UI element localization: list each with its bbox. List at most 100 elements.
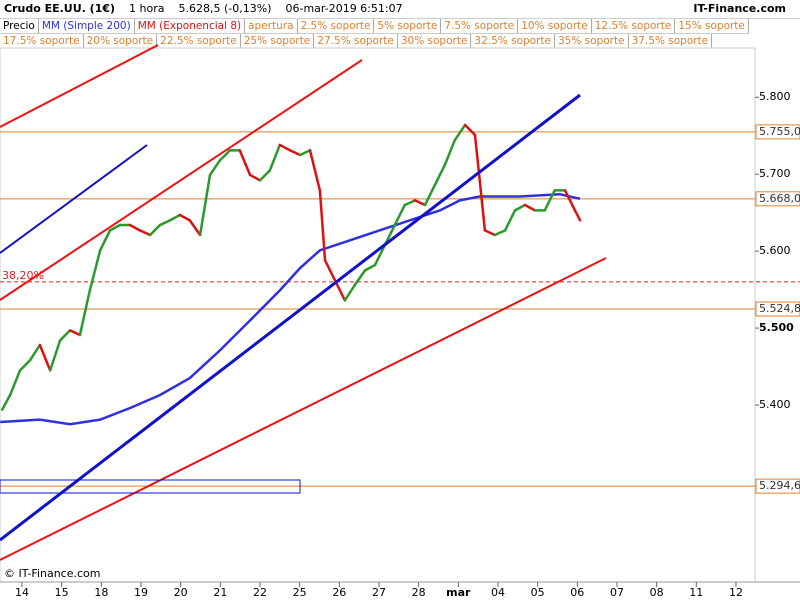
series-segment (148, 223, 162, 237)
level-box (755, 301, 800, 317)
series-segment (108, 223, 122, 232)
series-segment (48, 339, 62, 372)
legend-entry: 35% soporte (555, 34, 629, 48)
series-segment (38, 343, 52, 372)
series-segment (0, 393, 12, 411)
series-segment (423, 183, 437, 207)
x-tick-label: 22 (253, 586, 267, 599)
series-line (0, 192, 581, 426)
series-segment (68, 329, 82, 337)
series-segment (98, 229, 112, 252)
legend-entry: 20% soporte (84, 34, 158, 48)
x-tick-label: 26 (332, 586, 346, 599)
legend-entry: Precio (0, 19, 39, 34)
last-price: 5.628,5 (-0,13%) (178, 2, 272, 15)
x-tick-label: mar (446, 586, 471, 599)
series-segment (158, 219, 172, 227)
legend-entry: 5% soporte (374, 19, 442, 34)
x-tick-label: 20 (174, 586, 188, 599)
series-segment (443, 139, 456, 167)
series-segment (298, 149, 312, 157)
y-tick-label: 5.600 (759, 244, 791, 257)
trend-line (0, 257, 607, 561)
level-box (755, 191, 800, 207)
series-segment (373, 243, 387, 267)
legend-entry: 22.5% soporte (157, 34, 241, 48)
x-tick-label: 06 (570, 586, 584, 599)
legend-entry: 15% soporte (675, 19, 749, 34)
zone-box (0, 479, 301, 494)
legend-entry: MM (Simple 200) (38, 19, 135, 34)
series-segment (543, 189, 556, 212)
legend-entry: 30% soporte (398, 34, 472, 48)
series-segment (58, 329, 72, 342)
legend-entry: 32.5% soporte (471, 34, 555, 48)
plot-area (0, 47, 756, 583)
series-segment (513, 203, 527, 212)
series-segment (8, 369, 22, 397)
period: 1 hora (129, 2, 165, 15)
series-segment (463, 123, 477, 137)
series-segment (323, 259, 337, 282)
legend-entry: 10% soporte (518, 19, 592, 34)
level-box (755, 478, 800, 494)
series-segment (168, 213, 182, 222)
series-segment (453, 123, 467, 142)
x-tick-label: 28 (412, 586, 426, 599)
x-tick-label: 21 (213, 586, 227, 599)
level-label: 5.668,0 (759, 192, 800, 205)
series-segment (18, 359, 32, 372)
series-segment (308, 149, 322, 192)
y-tick-label: 5.800 (759, 90, 791, 103)
x-tick-label: 11 (689, 586, 703, 599)
legend-entry: 37.5% soporte (629, 34, 713, 48)
series-segment (288, 149, 302, 157)
x-tick-label: 07 (610, 586, 624, 599)
header: Crudo EE.UU. (1€) 1 hora 5.628,5 (-0,13%) 0… (0, 0, 800, 19)
series-segment (363, 263, 377, 272)
x-tick-label: 27 (372, 586, 386, 599)
level-box (755, 124, 800, 140)
series-segment (198, 173, 212, 237)
x-tick-label: 25 (293, 586, 307, 599)
series-segment (353, 269, 367, 287)
series-segment (483, 229, 497, 237)
series-segment (78, 289, 92, 337)
series-segment (138, 229, 152, 237)
series-segment (188, 219, 202, 237)
legend-entry: 27.5% soporte (314, 34, 398, 48)
legend-entry: MM (Exponencial 8) (134, 19, 246, 34)
instrument: Crudo EE.UU. (1€) (4, 2, 116, 15)
series-segment (503, 209, 517, 232)
series-segment (343, 283, 357, 302)
level-label: 5.524,8 (759, 302, 800, 315)
x-tick-label: 12 (729, 586, 743, 599)
legend-entry: 2.5% soporte (297, 19, 375, 34)
series-segment (238, 149, 252, 177)
series-segment (433, 163, 447, 187)
series-segment (128, 223, 142, 232)
x-tick-label: 14 (15, 586, 29, 599)
series-segment (573, 209, 582, 222)
x-tick-label: 18 (94, 586, 108, 599)
legend-entry: apertura (245, 19, 298, 34)
series-segment (493, 229, 507, 237)
x-tick-label: 15 (55, 586, 69, 599)
series-segment (268, 143, 282, 172)
x-tick-label: 05 (531, 586, 545, 599)
legend-entry: 25% soporte (241, 34, 315, 48)
x-tick-label: 04 (491, 586, 505, 599)
footer: © IT-Finance.com (4, 567, 101, 580)
series-segment (523, 203, 537, 212)
trend-line (0, 44, 159, 128)
series-segment (333, 279, 347, 302)
series-segment (563, 189, 577, 212)
series-segment (403, 199, 417, 207)
series-segment (413, 199, 427, 207)
series-segment (478, 179, 487, 232)
trend-line (0, 93, 581, 542)
y-tick-label: 5.700 (759, 167, 791, 180)
y-tick-label: 5.400 (759, 398, 791, 411)
